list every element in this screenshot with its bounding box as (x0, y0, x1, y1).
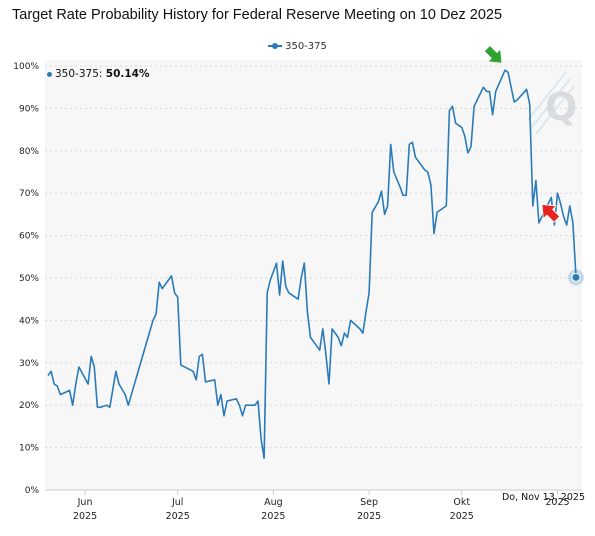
chart-title: Target Rate Probability History for Fede… (12, 7, 503, 23)
tooltip-series: 350-375: (55, 68, 103, 80)
y-tick-label: 40% (19, 316, 39, 326)
tooltip: 350-375: 50.14% (47, 68, 150, 80)
y-tick-label: 30% (19, 359, 39, 369)
y-tick-label: 50% (19, 274, 39, 284)
down-arrow-icon (483, 44, 503, 64)
x-tick-year: 2025 (73, 511, 97, 522)
y-tick-label: 20% (19, 401, 39, 411)
y-axis: 0% 10% 20% 30% 40% 50% 60% 70% 80% 90% 100% (13, 62, 39, 496)
x-tick-month: Jun (77, 497, 93, 508)
series-line-350-375 (47, 69, 577, 459)
y-tick-label: 0% (25, 486, 40, 496)
legend[interactable]: 350-375 (0, 41, 595, 52)
watermark-logo: Q (527, 71, 577, 135)
up-arrow-icon (541, 204, 561, 223)
x-tick-year: 2025 (450, 511, 474, 522)
plot-area (45, 60, 582, 490)
svg-text:Q: Q (545, 85, 577, 129)
y-tick-label: 80% (19, 147, 39, 157)
y-tick-label: 70% (19, 189, 39, 199)
tooltip-marker-icon (47, 71, 52, 77)
y-tick-label: 10% (19, 444, 39, 454)
x-tick-year: 2025 (166, 511, 190, 522)
annotations (483, 44, 561, 223)
y-tick-label: 90% (19, 104, 39, 114)
x-tick-month: 2025 (545, 497, 569, 508)
x-axis-date-flag: Do, Nov 13, 2025 (501, 492, 585, 503)
y-tick-label: 60% (19, 232, 39, 242)
x-tick-month: Okt (453, 497, 470, 508)
legend-label: 350-375 (285, 41, 327, 52)
x-tick-year: 2025 (357, 511, 381, 522)
last-point-marker[interactable] (571, 272, 581, 282)
x-tick-month: Aug (264, 497, 283, 508)
legend-marker-icon (268, 41, 283, 51)
x-tick-year: 2025 (261, 511, 285, 522)
x-tick-month: Jul (171, 497, 183, 508)
x-tick-month: Sep (360, 497, 378, 508)
y-tick-label: 100% (13, 62, 39, 72)
tooltip-value: 50.14% (105, 68, 150, 80)
x-axis: Jun 2025 Jul 2025 Aug 2025 Sep 2025 Okt 2025 2025 (45, 489, 582, 522)
